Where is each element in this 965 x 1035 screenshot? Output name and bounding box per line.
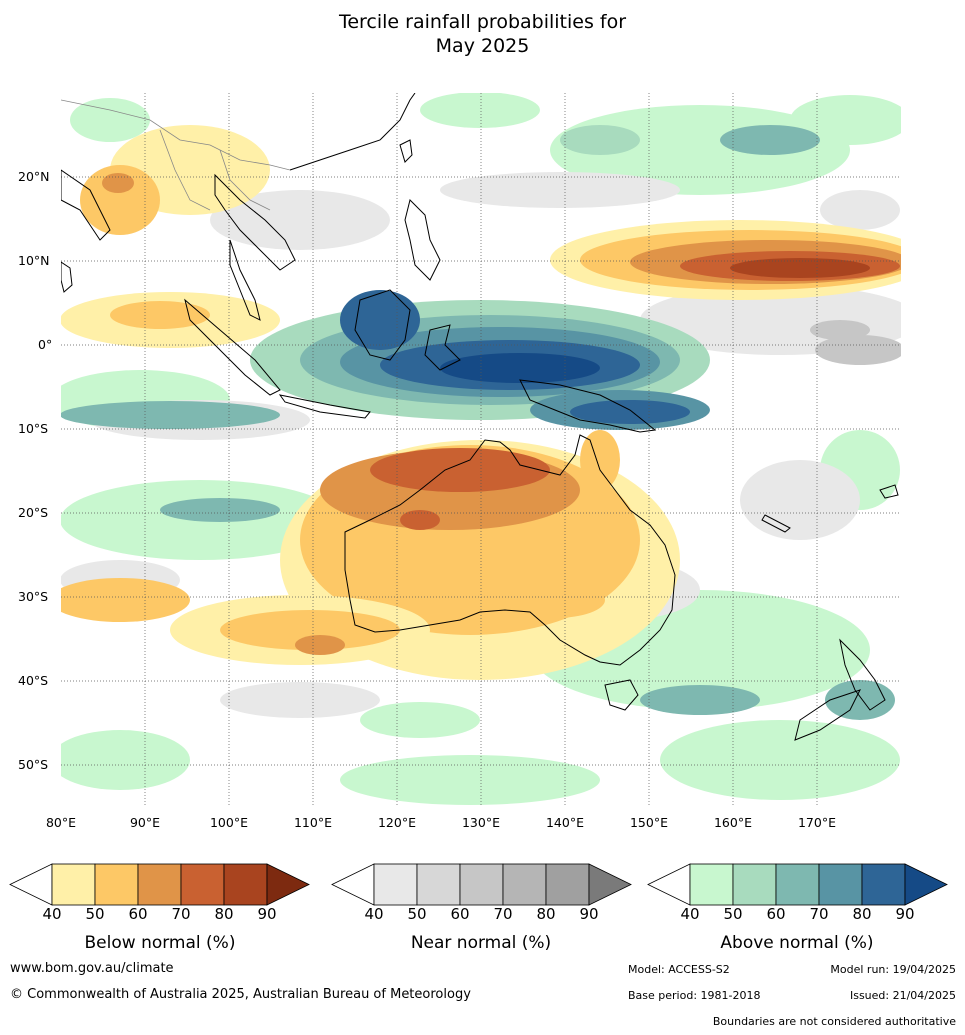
lon-label: 80°E xyxy=(45,815,77,830)
colorbar-segment xyxy=(373,863,418,906)
coastlines xyxy=(61,93,899,741)
lat-label: 20°N xyxy=(18,169,50,184)
issued-text: Issued: 21/04/2025 xyxy=(849,989,956,1002)
tasmania-coast xyxy=(604,679,639,711)
lon-label: 130°E xyxy=(461,815,500,830)
colorbar-below xyxy=(9,863,310,906)
lat-label: 40°S xyxy=(18,673,49,688)
colorbar-segment xyxy=(818,863,863,906)
lon-label: 100°E xyxy=(209,815,248,830)
colorbar-segment xyxy=(502,863,547,906)
lon-label: 150°E xyxy=(629,815,668,830)
new-zealand-north-coast xyxy=(839,638,886,711)
below-normal-caption: Below normal (%) xyxy=(84,933,236,953)
colorbar-tick-label: 40 xyxy=(42,905,62,923)
near-normal-caption: Near normal (%) xyxy=(410,933,552,953)
indochina-coast xyxy=(214,173,296,271)
colorbar-segment xyxy=(416,863,461,906)
copyright-text: © Commonwealth of Australia 2025, Austra… xyxy=(10,987,471,1002)
lat-label: 20°S xyxy=(18,505,49,520)
lon-label: 90°E xyxy=(129,815,161,830)
colorbar-min-arrow xyxy=(647,863,691,906)
title-line-2: May 2025 xyxy=(435,35,530,57)
title-line-1: Tercile rainfall probabilities for xyxy=(338,11,627,33)
above-normal-light-patches xyxy=(61,93,901,805)
colorbar-segment xyxy=(545,863,590,906)
java-coast xyxy=(278,394,371,419)
taiwan-coast xyxy=(399,139,413,163)
colorbar-near xyxy=(331,863,632,906)
lat-label: 10°S xyxy=(18,421,49,436)
lat-label: 0° xyxy=(38,337,53,352)
colorbar-tick-label: 60 xyxy=(128,905,148,923)
new-caledonia-coast xyxy=(761,514,791,533)
australia-coast xyxy=(344,434,676,666)
china-coast xyxy=(289,93,416,171)
chart-title: Tercile rainfall probabilities for May 2… xyxy=(0,10,965,58)
colorbar-segment xyxy=(732,863,777,906)
lon-label: 110°E xyxy=(293,815,332,830)
colorbar-max-arrow xyxy=(266,863,310,906)
colorbar-tick-label: 60 xyxy=(766,905,786,923)
colorbar-tick-label: 80 xyxy=(852,905,872,923)
base-period-text: Base period: 1981-2018 xyxy=(628,989,761,1002)
new-zealand-south-coast xyxy=(794,689,861,741)
colorbar-tick-label: 60 xyxy=(450,905,470,923)
above-normal-fields xyxy=(61,125,895,720)
above-normal-caption: Above normal (%) xyxy=(720,933,874,953)
colorbar-tick-label: 40 xyxy=(680,905,700,923)
philippines-coast xyxy=(404,199,441,281)
colorbar-segment xyxy=(223,863,268,906)
model-run-text: Model run: 19/04/2025 xyxy=(830,963,956,976)
colorbar-segment xyxy=(137,863,182,906)
colorbar-segment xyxy=(459,863,504,906)
malay-peninsula-coast xyxy=(229,239,261,321)
country-borders xyxy=(61,99,291,211)
borneo-coast xyxy=(354,289,411,361)
india-coast xyxy=(61,169,111,241)
colorbar-tick-label: 50 xyxy=(723,905,743,923)
fiji-coast xyxy=(879,484,899,499)
colorbar-tick-label: 90 xyxy=(257,905,277,923)
colorbar-tick-label: 80 xyxy=(214,905,234,923)
sulawesi-coast xyxy=(424,324,461,371)
colorbar-tick-label: 70 xyxy=(493,905,513,923)
colorbar-tick-label: 50 xyxy=(407,905,427,923)
probability-fields xyxy=(61,93,901,806)
colorbar-max-arrow xyxy=(588,863,632,906)
colorbar-tick-label: 40 xyxy=(364,905,384,923)
colorbar-min-arrow xyxy=(331,863,375,906)
model-text: Model: ACCESS-S2 xyxy=(628,963,730,976)
colorbar-segment xyxy=(861,863,906,906)
colorbar-tick-label: 90 xyxy=(895,905,915,923)
colorbar-tick-label: 80 xyxy=(536,905,556,923)
colorbar-tick-label: 50 xyxy=(85,905,105,923)
colorbar-segment xyxy=(94,863,139,906)
colorbar-segment xyxy=(51,863,96,906)
lon-label: 160°E xyxy=(713,815,752,830)
lon-label: 120°E xyxy=(377,815,416,830)
colorbar-tick-label: 90 xyxy=(579,905,599,923)
lon-label: 170°E xyxy=(797,815,836,830)
sri-lanka-coast xyxy=(61,261,73,293)
colorbar-above xyxy=(647,863,948,906)
colorbar-segment xyxy=(775,863,820,906)
lat-label: 30°S xyxy=(18,589,49,604)
colorbar-segment xyxy=(180,863,225,906)
below-normal-fields xyxy=(61,125,901,680)
sumatra-coast xyxy=(184,298,281,396)
colorbar-max-arrow xyxy=(904,863,948,906)
colorbar-min-arrow xyxy=(9,863,53,906)
lat-label: 50°S xyxy=(18,757,49,772)
disclaimer-text: Boundaries are not considered authoritat… xyxy=(712,1015,956,1028)
colorbar-tick-label: 70 xyxy=(171,905,191,923)
colorbar-tick-label: 70 xyxy=(809,905,829,923)
website-link[interactable]: www.bom.gov.au/climate xyxy=(10,961,174,976)
lat-label: 10°N xyxy=(18,253,50,268)
colorbar-segment xyxy=(689,863,734,906)
lon-label: 140°E xyxy=(545,815,584,830)
new-guinea-coast xyxy=(519,379,657,433)
graticule xyxy=(61,93,901,806)
